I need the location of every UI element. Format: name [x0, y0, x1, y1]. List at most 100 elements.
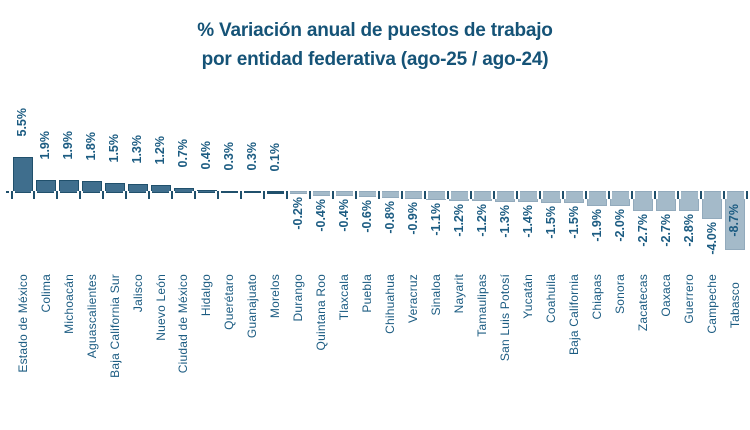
value-label-text: 5.5%	[15, 107, 30, 137]
value-label-text: -1.5%	[543, 206, 558, 239]
value-label-text: 0.1%	[268, 142, 283, 172]
category-label-tamaulipas: Tamaulipas	[471, 274, 494, 406]
bar-ciudad-de-mexico	[173, 188, 194, 193]
category-label-text: Baja California	[566, 274, 581, 356]
category-label-text: Quintana Roo	[314, 274, 329, 351]
chart-title-line2: por entidad federativa (ago-25 / ago-24)	[201, 49, 549, 70]
x-axis-tick	[332, 191, 335, 199]
x-axis-tick	[355, 191, 358, 199]
category-label-text: Sinaloa	[429, 274, 444, 316]
category-label-baja-california-sur: Baja California Sur	[103, 274, 126, 406]
category-label-coahuila: Coahuila	[540, 274, 563, 406]
value-label-text: 0.7%	[176, 138, 191, 168]
value-label-sinaloa: -1.1%	[425, 203, 448, 323]
value-label-text: -0.2%	[291, 197, 306, 230]
value-label-text: 0.4%	[199, 140, 214, 170]
category-label-zacatecas: Zacatecas	[632, 274, 655, 406]
x-axis-tick	[263, 191, 266, 199]
category-label-text: Querétaro	[222, 274, 237, 330]
category-label-text: Chihuahua	[383, 274, 398, 334]
value-label-text: -2.7%	[658, 214, 673, 247]
bar-sinaloa	[426, 191, 447, 200]
x-axis-tick	[400, 191, 403, 199]
bar-nayarit	[449, 191, 470, 201]
value-label-text: -1.4%	[520, 205, 535, 238]
category-label-text: Baja California Sur	[107, 274, 122, 378]
x-axis-tick	[630, 191, 633, 199]
category-label-text: Yucatán	[521, 274, 536, 319]
category-label-campeche: Campeche	[701, 274, 724, 406]
value-label-text: -2.7%	[635, 214, 650, 247]
category-label-aguascalientes: Aguascalientes	[80, 274, 103, 406]
category-label-text: Jalisco	[130, 274, 145, 313]
value-label-campeche: -4.0%	[701, 222, 724, 342]
category-label-text: Aguascalientes	[84, 274, 99, 359]
category-label-text: Tabasco	[727, 282, 742, 329]
category-label-text: Tamaulipas	[475, 274, 490, 337]
category-label-chihuahua: Chihuahua	[379, 274, 402, 406]
category-label-morelos: Morelos	[264, 274, 287, 406]
x-axis-tick	[492, 191, 495, 199]
category-label-text: Sonora	[612, 274, 627, 314]
bar-zacatecas	[633, 191, 654, 211]
category-label-puebla: Puebla	[356, 274, 379, 406]
value-label-san-luis-potosi: -1.3%	[494, 205, 517, 325]
x-axis-tick	[722, 191, 725, 199]
category-label-text: Colima	[38, 274, 53, 313]
category-label-oaxaca: Oaxaca	[655, 274, 678, 406]
value-label-tlaxcala: -0.4%	[333, 199, 356, 319]
x-axis-tick	[102, 191, 105, 199]
category-label-veracruz: Veracruz	[402, 274, 425, 406]
value-label-chiapas: -1.9%	[586, 209, 609, 329]
x-axis-tick	[561, 191, 564, 199]
x-axis-tick	[194, 191, 197, 199]
value-label-text: 0.3%	[245, 141, 260, 171]
chart-title: % Variación anual de puestos de trabajo …	[0, 16, 750, 74]
bar-jalisco	[127, 184, 148, 193]
x-axis-tick	[10, 191, 13, 199]
x-axis-tick	[148, 191, 151, 199]
value-label-quintana-roo: -0.4%	[310, 199, 333, 319]
value-label-text: -1.1%	[428, 203, 443, 236]
x-axis-tick	[607, 191, 610, 199]
x-axis-tick	[171, 191, 174, 199]
x-axis-tick	[79, 191, 82, 199]
value-label-oaxaca: -2.7%	[655, 214, 678, 334]
x-axis-tick	[286, 191, 289, 199]
x-axis-tick	[584, 191, 587, 199]
category-label-text: Estado de México	[15, 274, 30, 373]
x-axis-tick	[217, 191, 220, 199]
bar-hidalgo	[196, 190, 217, 193]
value-label-text: -2.8%	[681, 214, 696, 247]
value-label-text: -0.9%	[405, 202, 420, 235]
value-label-durango: -0.2%	[287, 197, 310, 317]
value-label-zacatecas: -2.7%	[632, 214, 655, 334]
bar-nuevo-leon	[150, 185, 171, 193]
category-label-jalisco: Jalisco	[126, 274, 149, 406]
value-label-text: -0.6%	[359, 200, 374, 233]
x-axis-tick	[423, 191, 426, 199]
bar-estado-de-mexico	[12, 157, 33, 193]
category-label-text: Zacatecas	[635, 274, 650, 332]
x-axis-tick	[469, 191, 472, 199]
value-label-nayarit: -1.2%	[448, 204, 471, 324]
category-label-tabasco: Tabasco	[724, 282, 747, 414]
x-axis-tick	[56, 191, 59, 199]
value-label-yucatan: -1.4%	[517, 205, 540, 325]
category-label-text: Michoacán	[61, 274, 76, 334]
category-label-baja-california: Baja California	[563, 274, 586, 406]
category-label-text: Hidalgo	[199, 274, 214, 317]
x-axis-tick	[33, 191, 36, 199]
category-label-nuevo-leon: Nuevo León	[149, 274, 172, 406]
value-label-text: 1.8%	[84, 131, 99, 161]
value-label-text: -1.9%	[589, 209, 604, 242]
category-label-text: Coahuila	[543, 274, 558, 323]
category-label-text: Oaxaca	[658, 274, 673, 317]
category-label-estado-de-mexico: Estado de México	[12, 274, 35, 406]
category-label-text: Campeche	[704, 274, 719, 334]
value-label-text: 1.9%	[61, 130, 76, 160]
category-label-durango: Durango	[287, 274, 310, 406]
category-label-queretaro: Querétaro	[218, 274, 241, 406]
category-label-text: Guerrero	[681, 274, 696, 324]
